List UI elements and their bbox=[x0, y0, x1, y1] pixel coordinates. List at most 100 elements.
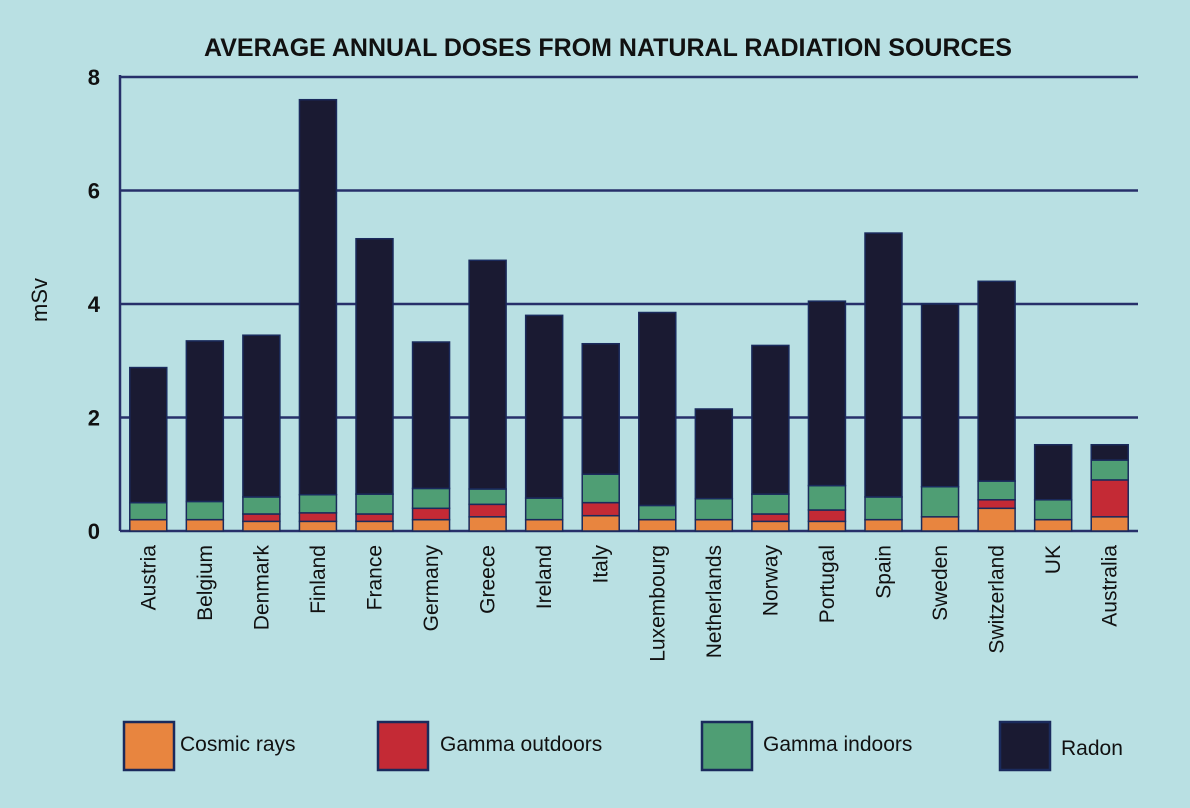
bar-norway-cosmic-rays bbox=[751, 520, 790, 532]
category-label: Spain bbox=[873, 545, 896, 599]
bar-austria-gamma-indoors bbox=[129, 501, 168, 521]
category-labels: Austria Belgium Denmark Finland France German… bbox=[137, 545, 1121, 662]
bar-ireland-radon bbox=[524, 314, 564, 499]
bar-spain-radon bbox=[864, 232, 903, 498]
bar-spain-gamma-indoors bbox=[864, 496, 903, 521]
gridlines bbox=[118, 75, 1138, 533]
bar-luxembourg-cosmic-rays bbox=[638, 518, 677, 532]
bar-portugal-gamma-indoors bbox=[807, 484, 847, 511]
category-label: Denmark bbox=[250, 545, 273, 631]
category-label: Luxembourg bbox=[646, 545, 669, 662]
category-label: Australia bbox=[1099, 545, 1122, 627]
legend-swatch-cosmic-rays bbox=[122, 720, 176, 772]
bar-france-gamma-outdoors bbox=[355, 513, 394, 523]
y-axis-ticks: 0 2 4 6 8 bbox=[88, 65, 101, 544]
legend-label: Gamma outdoors bbox=[440, 733, 602, 756]
bar-norway-gamma-indoors bbox=[751, 493, 790, 515]
bar-denmark-gamma-indoors bbox=[242, 496, 281, 515]
category-label: Austria bbox=[137, 545, 160, 611]
bar-belgium-cosmic-rays bbox=[185, 518, 225, 532]
bar-switzerland-cosmic-rays bbox=[977, 507, 1016, 532]
category-label: Germany bbox=[420, 545, 443, 632]
bar-australia-gamma-outdoors bbox=[1090, 479, 1129, 518]
bar-italy-radon bbox=[581, 342, 620, 475]
category-label: France bbox=[364, 545, 387, 610]
bar-ireland-cosmic-rays bbox=[524, 518, 564, 532]
bars bbox=[129, 98, 1129, 532]
bar-portugal-radon bbox=[807, 300, 847, 487]
bar-luxembourg-radon bbox=[638, 311, 677, 507]
bar-germany-cosmic-rays bbox=[411, 518, 451, 532]
category-label: Italy bbox=[590, 545, 613, 584]
y-tick-label: 6 bbox=[88, 179, 100, 204]
category-label: Belgium bbox=[194, 545, 217, 621]
bar-denmark-cosmic-rays bbox=[242, 520, 281, 532]
bar-australia-cosmic-rays bbox=[1090, 516, 1129, 532]
category-label: UK bbox=[1042, 545, 1065, 574]
bar-france-cosmic-rays bbox=[355, 520, 394, 532]
bar-italy-gamma-outdoors bbox=[581, 501, 620, 517]
bar-belgium-radon bbox=[185, 340, 225, 503]
bar-germany-gamma-outdoors bbox=[411, 507, 451, 521]
bar-finland-radon bbox=[298, 98, 338, 496]
category-label: Sweden bbox=[929, 545, 952, 621]
bar-sweden-gamma-indoors bbox=[920, 485, 960, 518]
category-label: Greece bbox=[477, 545, 500, 614]
bar-netherlands-radon bbox=[694, 408, 734, 500]
category-label: Ireland bbox=[533, 545, 556, 609]
y-axis-label: mSv bbox=[27, 278, 52, 322]
category-label: Finland bbox=[307, 545, 330, 614]
bar-switzerland-gamma-outdoors bbox=[977, 499, 1016, 510]
bar-australia-radon bbox=[1090, 443, 1129, 461]
bar-italy-gamma-indoors bbox=[581, 473, 620, 504]
bar-germany-gamma-indoors bbox=[411, 487, 451, 510]
bar-finland-gamma-indoors bbox=[298, 493, 338, 514]
bar-greece-radon bbox=[468, 259, 507, 490]
bar-ireland-gamma-indoors bbox=[524, 497, 564, 521]
y-tick-label: 0 bbox=[88, 519, 100, 544]
bar-norway-gamma-outdoors bbox=[751, 513, 790, 523]
bar-portugal-cosmic-rays bbox=[807, 520, 847, 532]
legend-swatch-gamma-outdoors bbox=[376, 720, 430, 772]
bar-denmark-radon bbox=[242, 334, 281, 498]
bar-finland-gamma-outdoors bbox=[298, 512, 338, 523]
bar-netherlands-gamma-indoors bbox=[694, 497, 734, 521]
bar-greece-gamma-outdoors bbox=[468, 503, 507, 518]
bar-switzerland-radon bbox=[977, 280, 1016, 482]
y-tick-label: 8 bbox=[88, 65, 100, 90]
bar-sweden-radon bbox=[920, 303, 960, 488]
bar-luxembourg-gamma-indoors bbox=[638, 504, 677, 521]
bar-greece-gamma-indoors bbox=[468, 488, 507, 506]
bar-italy-cosmic-rays bbox=[581, 514, 620, 532]
bar-australia-gamma-indoors bbox=[1090, 459, 1129, 481]
legend-label: Cosmic rays bbox=[180, 733, 296, 756]
bar-switzerland-gamma-indoors bbox=[977, 480, 1016, 501]
bar-uk-gamma-indoors bbox=[1033, 499, 1073, 521]
category-label: Netherlands bbox=[703, 545, 726, 658]
legend-label: Gamma indoors bbox=[763, 733, 912, 756]
bar-germany-radon bbox=[411, 341, 451, 490]
category-label: Norway bbox=[759, 545, 782, 617]
bar-france-radon bbox=[355, 237, 394, 495]
bar-uk-radon bbox=[1033, 443, 1073, 501]
bar-finland-cosmic-rays bbox=[298, 520, 338, 532]
legend-swatch-radon bbox=[998, 720, 1052, 772]
legend: Cosmic rays Gamma outdoors Gamma indoors Ra… bbox=[122, 720, 1123, 772]
bar-sweden-cosmic-rays bbox=[920, 516, 960, 532]
legend-label: Radon bbox=[1061, 737, 1123, 760]
y-tick-label: 4 bbox=[88, 292, 101, 317]
bar-spain-cosmic-rays bbox=[864, 518, 903, 532]
bar-austria-cosmic-rays bbox=[129, 518, 168, 532]
category-label: Portugal bbox=[816, 545, 839, 623]
bar-portugal-gamma-outdoors bbox=[807, 509, 847, 523]
bar-austria-radon bbox=[129, 366, 168, 504]
bar-belgium-gamma-indoors bbox=[185, 500, 225, 521]
bar-france-gamma-indoors bbox=[355, 493, 394, 515]
category-label: Switzerland bbox=[986, 545, 1009, 654]
bar-norway-radon bbox=[751, 344, 790, 495]
bar-uk-cosmic-rays bbox=[1033, 518, 1073, 532]
y-tick-label: 2 bbox=[88, 406, 100, 431]
legend-swatch-gamma-indoors bbox=[700, 720, 754, 772]
bar-denmark-gamma-outdoors bbox=[242, 513, 281, 523]
